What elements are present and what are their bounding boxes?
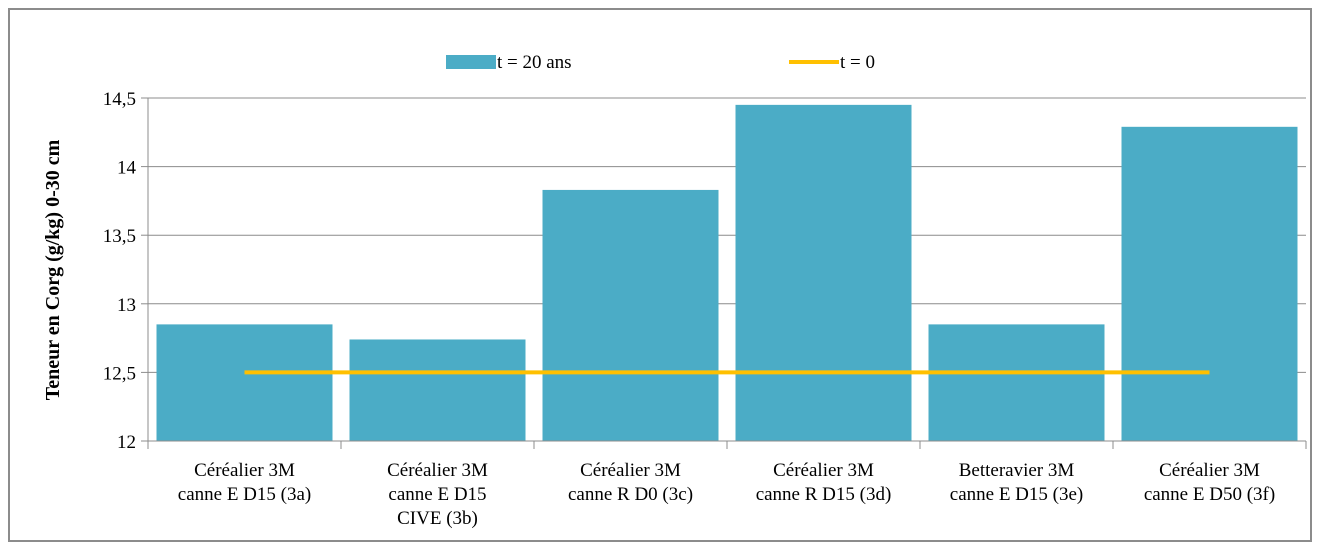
bar — [928, 324, 1105, 441]
x-tick-label: Céréalier 3M canne E D15 CIVE (3b) — [387, 460, 488, 529]
legend-label-bar: t = 20 ans — [497, 52, 572, 73]
bar — [542, 189, 719, 441]
x-tick-label: Céréalier 3M canne E D50 (3f) — [1144, 460, 1275, 505]
axes — [141, 97, 1307, 449]
y-tick-labels: 12 12,5 13 13,5 14 14,5 — [103, 89, 137, 453]
legend-label-line: t = 0 — [840, 52, 875, 73]
y-tick-label: 13,5 — [103, 226, 136, 247]
y-tick-label: 14,5 — [103, 89, 136, 110]
bar — [735, 104, 912, 442]
y-axis-label: Teneur en Corg (g/kg) 0-30 cm — [42, 139, 64, 400]
legend: t = 20 ans t = 0 — [446, 52, 875, 73]
y-tick-label: 13 — [117, 295, 136, 316]
bar — [156, 324, 333, 441]
legend-swatch-bar — [446, 55, 496, 69]
bar — [349, 339, 526, 441]
y-tick-label: 12 — [117, 432, 136, 453]
y-tick-label: 12,5 — [103, 363, 136, 384]
bars — [156, 104, 1298, 442]
x-tick-label: Céréalier 3M canne E D15 (3a) — [178, 460, 311, 505]
y-tick-label: 14 — [117, 158, 137, 179]
bar — [1121, 126, 1298, 441]
x-tick-label: Céréalier 3M canne R D15 (3d) — [756, 460, 892, 505]
x-tick-labels: Céréalier 3M canne E D15 (3a) Céréalier 3M… — [178, 460, 1275, 529]
x-tick-label: Céréalier 3M canne R D0 (3c) — [568, 460, 693, 505]
x-tick-label: Betteravier 3M canne E D15 (3e) — [950, 460, 1083, 505]
